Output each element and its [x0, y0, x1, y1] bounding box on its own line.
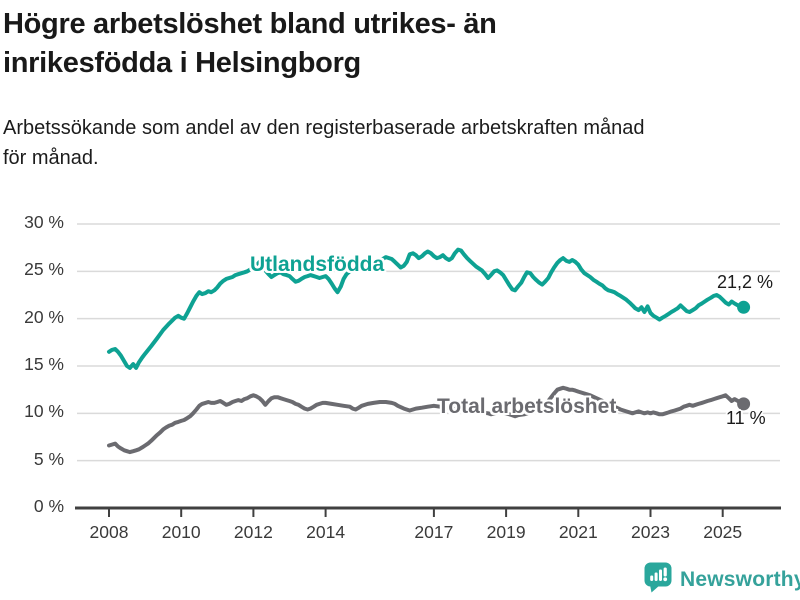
- y-axis-label: 0 %: [33, 496, 64, 516]
- y-axis-label: 15 %: [24, 354, 64, 374]
- end-value-label-utlandsfodda: 21,2 %: [717, 272, 774, 292]
- x-axis-label: 2025: [703, 522, 743, 542]
- series-line-utlandsf-dda: [107, 247, 746, 370]
- end-value-label-total: 11 %: [726, 408, 766, 428]
- series-label-total-arbetsloshet: Total arbetslöshet: [437, 395, 617, 418]
- series-label-utlandsfodda: Utlandsfödda: [250, 253, 385, 276]
- x-axis-label: 2023: [631, 522, 670, 542]
- chart-subtitle-line2: för månad.: [3, 147, 99, 169]
- chart-subtitle-line1: Arbetssökande som andel av den registerb…: [3, 117, 645, 139]
- x-axis-label: 2010: [161, 522, 201, 542]
- y-axis-label: 25 %: [24, 259, 64, 280]
- x-axis-label: 2014: [306, 522, 346, 542]
- y-axis-label: 20 %: [24, 306, 64, 327]
- y-axis-label: 30 %: [24, 212, 64, 232]
- x-axis-label: 2012: [233, 522, 273, 542]
- chart-subtitle: Arbetssökande som andel av den registerb…: [3, 113, 645, 173]
- x-axis-label: 2021: [558, 522, 598, 542]
- y-axis-label: 5 %: [33, 448, 64, 469]
- chart-title: Högre arbetslöshet bland utrikes- än inr…: [3, 5, 497, 83]
- y-axis-label: 10 %: [24, 401, 64, 422]
- newsworthy-wordmark: Newsworthy: [680, 568, 800, 591]
- series-line-total-arbetsl-shet: [107, 385, 746, 455]
- x-axis-label: 2017: [414, 522, 454, 542]
- x-axis-label: 2008: [89, 522, 129, 542]
- newsworthy-logo: Newsworthy: [644, 562, 800, 598]
- chart-title-line2: inrikesfödda i Helsingborg: [3, 47, 361, 79]
- series-end-dot-utlandsf-dda: [737, 300, 751, 314]
- series-end-dot-total-arbetsl-shet: [737, 397, 751, 411]
- newsworthy-bar-chart-bubble-icon: [644, 562, 672, 598]
- x-axis-label: 2019: [486, 522, 526, 542]
- chart-title-line1: Högre arbetslöshet bland utrikes- än: [3, 8, 497, 40]
